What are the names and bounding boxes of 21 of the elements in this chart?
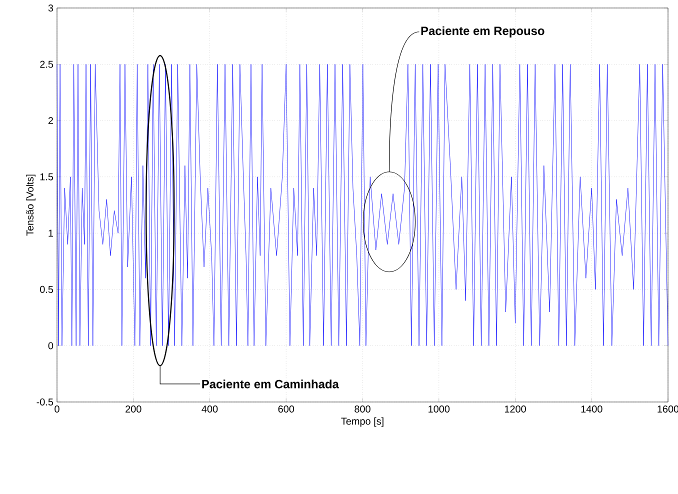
y-tick-label: 0.5 [40,286,54,293]
y-tick-label: 3 [48,4,54,12]
x-tick-label: 1200 [504,406,526,413]
y-tick-label: 0 [48,342,54,350]
x-tick-label: 1000 [428,406,450,413]
annotation: Paciente em Caminhada [202,380,339,388]
y-axis-title: Tensão [Volts] [26,174,36,236]
x-tick-label: 600 [278,406,294,413]
y-tick-label: 2 [48,117,53,124]
x-tick-label: 800 [354,406,370,413]
y-tick-label: -0.5 [36,398,54,406]
x-tick-label: 1400 [581,406,602,413]
y-tick-label: 2.5 [40,60,54,68]
x-tick-label: 0 [54,406,60,413]
x-axis-title: Tempo [s] [341,417,384,427]
annotation: Paciente em Repouso [421,26,544,38]
x-tick-label: 400 [202,406,218,413]
x-tick-label: 200 [126,406,142,413]
y-tick-label: 1.5 [40,173,54,180]
line-series [56,64,668,346]
y-tick-label: 1 [48,230,53,237]
